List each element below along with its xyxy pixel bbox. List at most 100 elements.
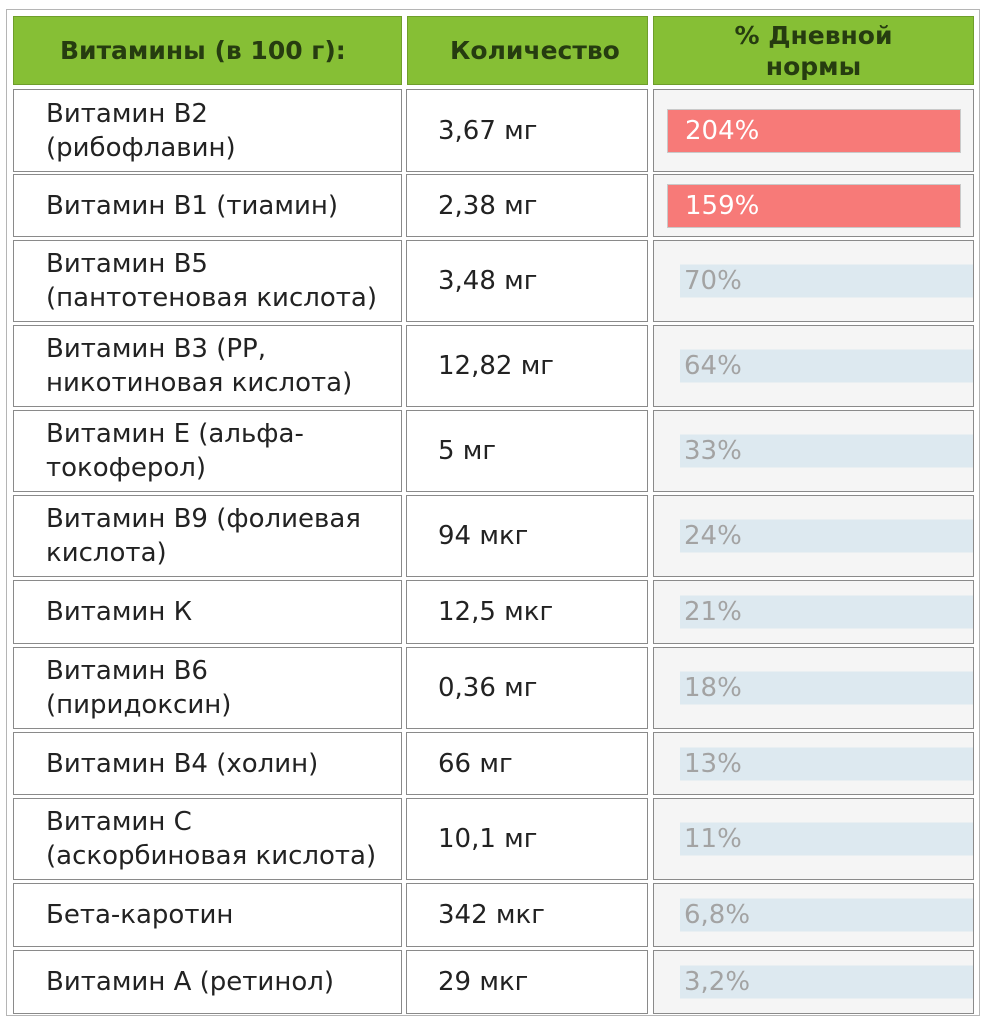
amount-cell: 5 мг: [406, 410, 648, 492]
vitamin-name: Бета-каротин: [46, 898, 233, 932]
daily-percent-cell: 3,2%: [653, 950, 974, 1014]
vitamin-name-line2: (пиридоксин): [46, 690, 232, 720]
vitamin-name-cell: Витамин А (ретинол): [13, 950, 402, 1014]
amount-cell: 0,36 мг: [406, 647, 648, 729]
daily-percent-bar: [680, 671, 973, 705]
vitamin-name-line1: Витамин В2: [46, 98, 208, 129]
vitamin-name-cell: Витамин В3 (PP, никотиновая кислота): [13, 325, 402, 407]
daily-percent-cell: 33%: [653, 410, 974, 492]
vitamin-name-line1: Витамин С: [46, 807, 192, 837]
vitamin-name: Витамин В6 (пиридоксин): [46, 654, 231, 722]
header-percent: % Дневной нормы: [653, 16, 974, 85]
daily-percent-cell: 204%: [653, 89, 974, 172]
vitamin-name-cell: Витамин В6 (пиридоксин): [13, 647, 402, 729]
vitamin-name-line2: кислота): [46, 538, 167, 568]
amount-value: 12,82 мг: [438, 351, 554, 381]
amount-value: 12,5 мкг: [438, 597, 554, 627]
vitamin-name-cell: Витамин В4 (холин): [13, 732, 402, 795]
vitamin-name-line2: (аскорбиновая кислота): [46, 841, 377, 871]
daily-percent-bar: [680, 434, 973, 468]
daily-percent-cell: 18%: [653, 647, 974, 729]
vitamin-name-cell: Витамин Е (альфа-токоферол): [13, 410, 402, 492]
vitamin-name: Витамин А (ретинол): [46, 965, 334, 999]
header-amount: Количество: [407, 16, 648, 85]
daily-percent-value: 21%: [684, 597, 742, 627]
daily-percent-value: 33%: [684, 436, 742, 466]
vitamin-name-line1: Витамин В5: [46, 249, 208, 279]
vitamin-name-line1: Бета-каротин: [46, 900, 234, 930]
vitamin-name-cell: Витамин В2 (рибофлавин): [13, 89, 402, 172]
header-percent-line1: % Дневной: [734, 20, 893, 50]
daily-percent-cell: 6,8%: [653, 883, 974, 947]
daily-percent-value: 64%: [684, 351, 742, 381]
daily-percent-cell: 24%: [653, 495, 974, 577]
vitamin-name: Витамин В5 (пантотеновая кислота): [46, 247, 377, 315]
vitamin-name-line1: Витамин В9 (фолиевая: [46, 504, 361, 534]
vitamin-name: Витамин К: [46, 595, 192, 629]
vitamin-name-cell: Витамин К: [13, 580, 402, 644]
vitamin-name-cell: Витамин С (аскорбиновая кислота): [13, 798, 402, 880]
daily-percent-value: 11%: [684, 824, 742, 854]
amount-cell: 10,1 мг: [406, 798, 648, 880]
vitamin-name: Витамин В9 (фолиевая кислота): [46, 502, 361, 570]
vitamin-name-line2: токоферол): [46, 453, 207, 483]
amount-value: 94 мкг: [438, 521, 529, 551]
daily-percent-bar: [680, 519, 973, 553]
amount-cell: 2,38 мг: [406, 174, 648, 237]
daily-percent-value: 70%: [684, 266, 742, 296]
daily-percent-value: 3,2%: [684, 967, 751, 997]
vitamin-name: Витамин В1 (тиамин): [46, 189, 338, 223]
amount-value: 2,38 мг: [438, 190, 538, 221]
vitamin-name-line1: Витамин Е (альфа-: [46, 419, 304, 449]
vitamin-name-cell: Витамин В5 (пантотеновая кислота): [13, 240, 402, 322]
daily-percent-cell: 70%: [653, 240, 974, 322]
daily-percent-cell: 64%: [653, 325, 974, 407]
vitamin-name-line1: Витамин В1 (тиамин): [46, 190, 339, 221]
amount-cell: 342 мкг: [406, 883, 648, 947]
amount-cell: 66 мг: [406, 732, 648, 795]
vitamin-name-line1: Витамин В6: [46, 656, 208, 686]
daily-percent-bar: [680, 822, 973, 856]
daily-percent-value: 159%: [685, 190, 760, 221]
daily-percent-bar: [680, 965, 973, 999]
header-amount-label: Количество: [450, 36, 620, 65]
vitamin-name-line2: (пантотеновая кислота): [46, 283, 377, 313]
daily-percent-bar: [680, 595, 973, 629]
daily-percent-cell: 11%: [653, 798, 974, 880]
daily-percent-bar: [680, 264, 973, 298]
daily-percent-bar: [680, 747, 973, 780]
amount-cell: 12,5 мкг: [406, 580, 648, 644]
daily-percent-value: 24%: [684, 521, 742, 551]
amount-value: 66 мг: [438, 748, 513, 779]
amount-value: 5 мг: [438, 436, 497, 466]
vitamin-name-line2: никотиновая кислота): [46, 368, 353, 398]
amount-value: 3,48 мг: [438, 266, 538, 296]
daily-percent-value: 204%: [685, 115, 760, 146]
amount-cell: 94 мкг: [406, 495, 648, 577]
amount-cell: 3,48 мг: [406, 240, 648, 322]
daily-percent-bar: [680, 898, 973, 932]
amount-value: 0,36 мг: [438, 673, 538, 703]
amount-value: 342 мкг: [438, 900, 545, 930]
vitamin-name-line1: Витамин К: [46, 597, 193, 627]
vitamin-name-line2: (рибофлавин): [46, 132, 236, 163]
vitamin-name-cell: Витамин В1 (тиамин): [13, 174, 402, 237]
amount-cell: 12,82 мг: [406, 325, 648, 407]
vitamin-name-cell: Бета-каротин: [13, 883, 402, 947]
amount-value: 10,1 мг: [438, 824, 538, 854]
vitamin-name: Витамин В3 (PP, никотиновая кислота): [46, 332, 352, 400]
header-vitamins-label: Витамины (в 100 г):: [60, 36, 346, 65]
amount-value: 29 мкг: [438, 967, 529, 997]
vitamin-name: Витамин С (аскорбиновая кислота): [46, 805, 376, 873]
amount-cell: 29 мкг: [406, 950, 648, 1014]
header-vitamins: Витамины (в 100 г):: [13, 16, 402, 85]
daily-percent-bar: [667, 183, 961, 228]
amount-cell: 3,67 мг: [406, 89, 648, 172]
daily-percent-cell: 159%: [653, 174, 974, 237]
daily-percent-cell: 13%: [653, 732, 974, 795]
daily-percent-value: 13%: [684, 748, 742, 779]
daily-percent-value: 6,8%: [684, 900, 751, 930]
daily-percent-bar: [667, 108, 961, 153]
daily-percent-bar: [680, 349, 973, 383]
amount-value: 3,67 мг: [438, 115, 538, 146]
